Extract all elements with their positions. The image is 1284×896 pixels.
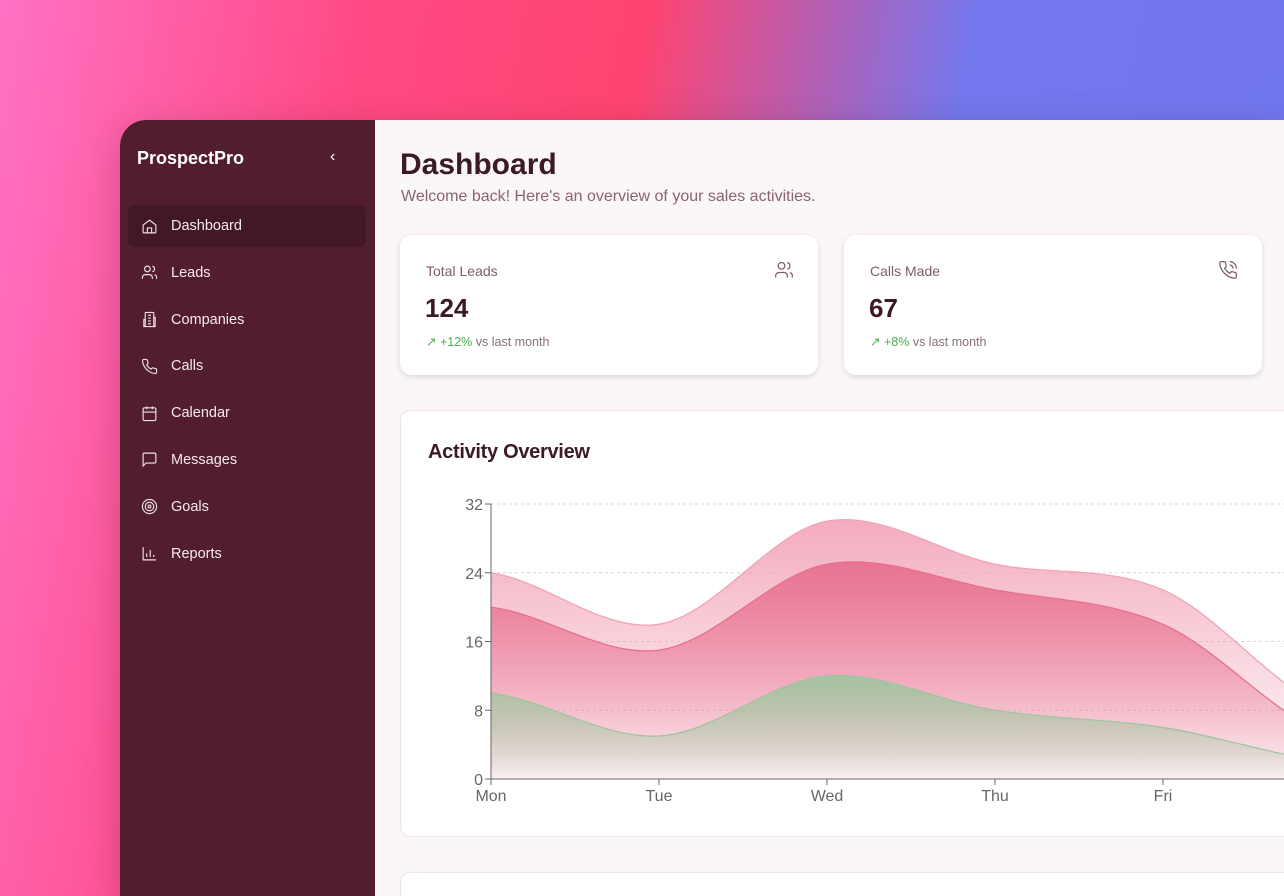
sidebar-item-companies[interactable]: Companies	[128, 299, 366, 341]
stat-change-suffix: vs last month	[912, 335, 987, 349]
sidebar-item-messages[interactable]: Messages	[128, 439, 366, 481]
users-icon	[775, 261, 793, 278]
chevron-left-icon[interactable]: ‹	[330, 148, 336, 165]
phone-icon	[141, 358, 158, 374]
activity-overview-card: Activity Overview 0 8 16 24 32 Mon Tue Wed Thu Fr…	[400, 410, 1284, 837]
sidebar-item-dashboard[interactable]: Dashboard	[128, 205, 366, 247]
stat-value: 67	[869, 293, 898, 323]
sidebar-item-label: Dashboard	[171, 218, 242, 234]
sidebar-item-label: Messages	[171, 451, 238, 468]
line-series-2	[490, 674, 1284, 755]
y-tick-label: 8	[474, 703, 483, 720]
page-title: Dashboard	[400, 148, 557, 181]
chart-title: Activity Overview	[428, 441, 590, 463]
sidebar-item-label: Goals	[171, 498, 209, 515]
home-icon	[142, 218, 157, 233]
stat-change-suffix: vs last month	[475, 335, 550, 349]
stat-card-calls-made: Calls Made 67 ↗ +8% vs last month	[844, 235, 1262, 375]
sidebar-item-label: Companies	[171, 311, 245, 328]
page-subtitle: Welcome back! Here's an overview of your…	[401, 188, 816, 205]
stat-label: Total Leads	[426, 263, 498, 279]
stat-trend: ↗ +12% vs last month	[426, 334, 549, 349]
y-tick-label: 16	[465, 635, 483, 652]
sidebar: ProspectPro ‹ Dashboard Leads Companies …	[120, 120, 375, 896]
activity-chart: 08162432MonTueWedThuFriSat	[465, 497, 1284, 805]
x-tick-label: Wed	[811, 788, 844, 805]
brand-logo: ProspectPro	[137, 148, 245, 168]
stat-value: 124	[425, 293, 469, 323]
sidebar-nav: Dashboard Leads Companies Calls Calendar…	[128, 205, 366, 579]
app-window: ProspectPro ‹ Dashboard Leads Companies …	[120, 120, 1284, 896]
message-icon	[142, 453, 157, 468]
stat-card-total-leads: Total Leads 124 ↗ +12% vs last month	[400, 235, 818, 375]
stat-label: Calls Made	[870, 263, 941, 279]
sidebar-item-label: Leads	[171, 264, 211, 281]
x-tick-label: Fri	[1154, 788, 1173, 805]
users-icon	[141, 265, 158, 280]
sidebar-item-reports[interactable]: Reports	[128, 533, 366, 575]
sidebar-item-goals[interactable]: Goals	[128, 486, 366, 528]
area-series-2	[491, 675, 1284, 779]
y-tick-label: 32	[465, 497, 483, 514]
sidebar-item-label: Calls	[171, 358, 204, 375]
sidebar-item-leads[interactable]: Leads	[128, 252, 366, 294]
trend-up-icon: ↗	[870, 335, 884, 349]
y-tick-label: 0	[474, 772, 483, 789]
y-tick-label: 24	[465, 566, 483, 583]
stat-change: +8%	[883, 335, 910, 349]
building-icon	[143, 311, 156, 328]
x-tick-label: Mon	[475, 788, 506, 805]
calendar-icon	[142, 406, 157, 421]
phone-call-icon	[1219, 261, 1237, 279]
target-icon	[141, 499, 158, 515]
trend-up-icon: ↗	[426, 335, 440, 349]
sidebar-item-calls[interactable]: Calls	[128, 345, 366, 387]
sidebar-item-calendar[interactable]: Calendar	[128, 392, 366, 434]
line-series-1	[490, 561, 1284, 712]
main-content: Dashboard Welcome back! Here's an overvi…	[375, 120, 1284, 896]
stat-trend: ↗ +8% vs last month	[870, 334, 986, 349]
sidebar-item-label: Reports	[171, 545, 222, 562]
bar-chart-icon	[142, 547, 156, 561]
x-tick-label: Tue	[646, 788, 673, 805]
stat-change: +12%	[439, 335, 473, 349]
secondary-card	[400, 872, 1284, 896]
line-series-0	[490, 519, 1284, 684]
sidebar-item-label: Calendar	[171, 405, 230, 422]
x-tick-label: Thu	[981, 788, 1009, 805]
